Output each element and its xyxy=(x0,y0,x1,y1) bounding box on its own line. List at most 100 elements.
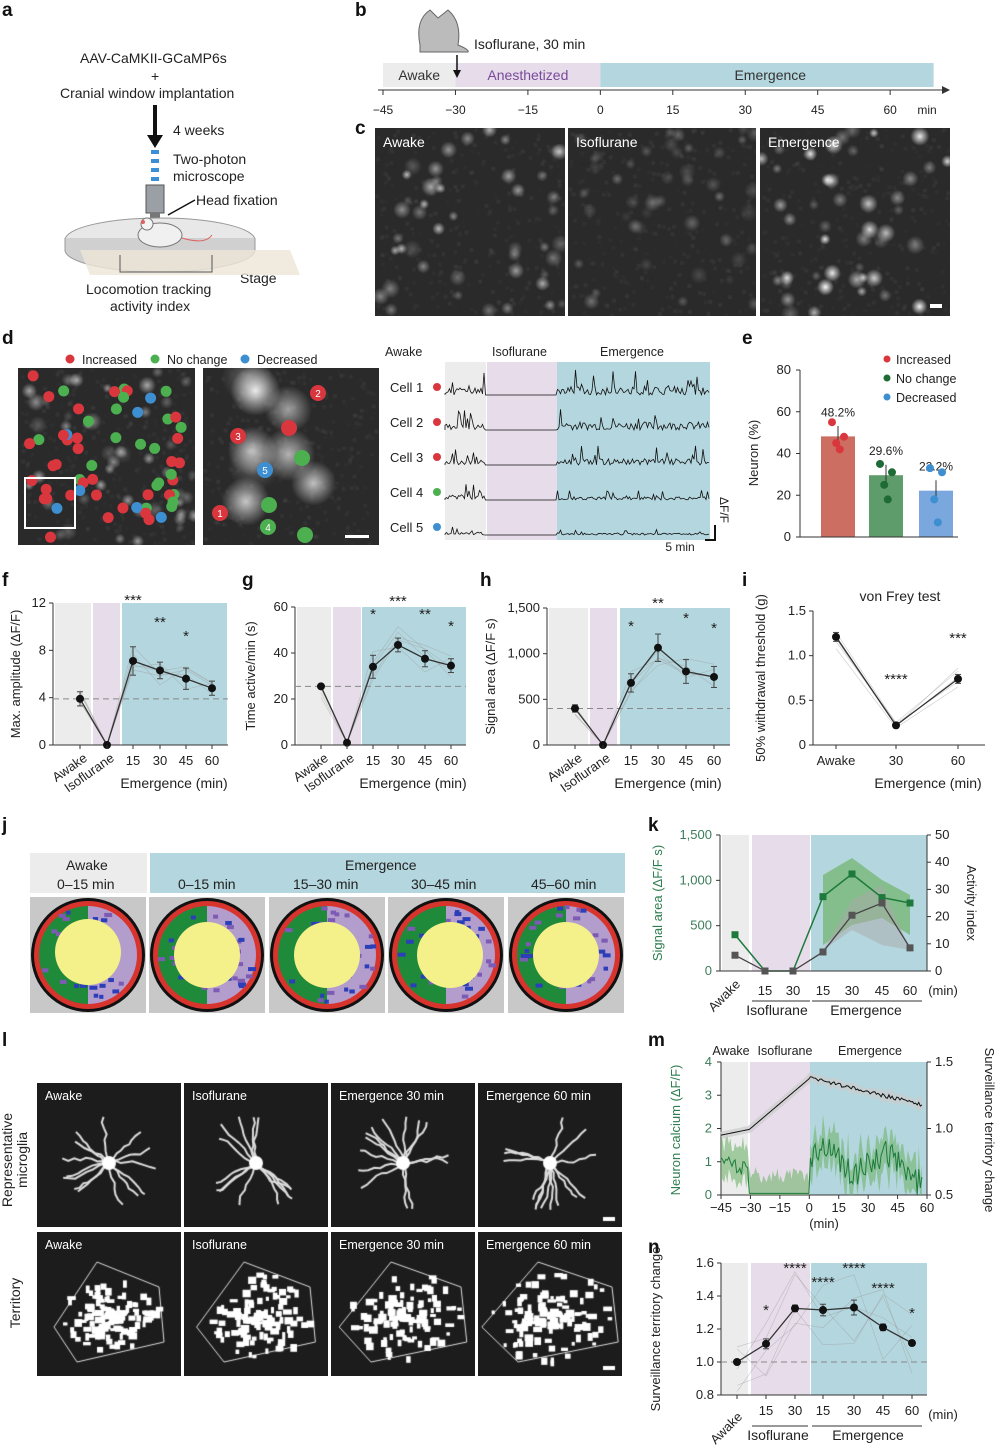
data-point xyxy=(840,432,848,441)
data-point xyxy=(76,694,84,703)
significance-stars: * xyxy=(628,618,634,635)
occupancy-pixel xyxy=(344,987,349,992)
occupancy-pixel xyxy=(445,918,451,923)
x-tick-label: 15 xyxy=(831,1200,845,1215)
trace-header-isoflurane: Isoflurane xyxy=(492,345,547,359)
individual-trace xyxy=(736,1293,913,1386)
significance-stars: *** xyxy=(389,593,407,610)
timeline-phase-anesthetized xyxy=(455,63,601,87)
data-point xyxy=(317,682,325,691)
occupancy-pixel xyxy=(112,989,120,994)
occupancy-pixel xyxy=(457,920,465,925)
fov-zoom xyxy=(203,368,379,545)
arrow-head xyxy=(147,135,163,148)
occupancy-pixel xyxy=(311,921,320,926)
y-tick-label-right: 1.5 xyxy=(935,1054,953,1069)
y-tick-label-right: 40 xyxy=(935,854,949,869)
occupancy-pixel xyxy=(99,983,106,988)
significance-stars: **** xyxy=(811,1274,835,1291)
objective-icon xyxy=(145,184,165,214)
data-point xyxy=(627,678,635,687)
individual-trace xyxy=(736,1271,913,1370)
roi-number: 2 xyxy=(315,389,321,400)
y-axis-label: Max. amplitude (ΔF/F) xyxy=(8,610,23,739)
phase-label: Isoflurane xyxy=(758,1044,813,1058)
timeline-arrow xyxy=(942,86,950,94)
occupancy-pixel xyxy=(178,975,185,980)
x-tick-label: −15 xyxy=(769,1200,791,1215)
scale-bar xyxy=(345,535,369,538)
significance-stars: * xyxy=(370,606,376,623)
roi-dot xyxy=(131,502,143,514)
cell-label: Cell 4 xyxy=(390,485,423,500)
occupancy-pixel xyxy=(324,999,329,1004)
surgery-label: Cranial window implantation xyxy=(60,85,235,101)
y-tick-label: 80 xyxy=(777,362,791,377)
x-tick-label: 30 xyxy=(847,1403,861,1418)
occupancy-pixel xyxy=(370,966,376,971)
roi-number: 5 xyxy=(262,466,268,477)
legend-dot xyxy=(883,355,891,363)
trace-bg-emergence xyxy=(557,362,710,540)
occupancy-pixel xyxy=(428,980,434,985)
y-tick-label: 4 xyxy=(705,1054,712,1069)
roi-dot xyxy=(132,406,144,418)
data-point xyxy=(879,1323,887,1332)
y-tick-label: 8 xyxy=(39,642,46,657)
roi-dot xyxy=(167,496,179,508)
micrograph-canvas xyxy=(203,368,379,545)
occupancy-pixel xyxy=(454,910,460,915)
data-point xyxy=(571,704,579,713)
x-tick-label: 15 xyxy=(759,1403,773,1418)
occupancy-pixel xyxy=(587,977,596,982)
y-tick-label: 0 xyxy=(705,963,712,978)
phase-background xyxy=(297,607,331,745)
data-point xyxy=(876,459,884,468)
occupancy-pixel xyxy=(213,988,220,993)
signal-area-point xyxy=(848,870,856,878)
occupancy-pixel xyxy=(92,917,99,922)
roi-marker xyxy=(257,462,273,478)
microglia-label: Isoflurane xyxy=(192,1238,247,1252)
occupancy-pixel xyxy=(525,942,531,947)
x-tick-label: 60 xyxy=(951,753,965,768)
laser-beam xyxy=(151,150,159,154)
roi-dot xyxy=(175,421,187,433)
data-point xyxy=(394,640,402,649)
roi-dot xyxy=(143,514,155,526)
roi-dot xyxy=(33,434,45,446)
x-tick-label: 60 xyxy=(920,1200,934,1215)
occupancy-pixel xyxy=(524,948,530,953)
occupancy-pixel xyxy=(213,914,219,919)
occupancy-pixel xyxy=(598,949,606,954)
locomotion-label-1: Locomotion tracking xyxy=(86,281,212,297)
significance-stars: ** xyxy=(652,595,664,612)
occupancy-pixel xyxy=(461,994,469,999)
roi-dot xyxy=(117,502,129,514)
data-point xyxy=(762,1339,770,1348)
activity-index-point xyxy=(761,967,769,975)
timeline-tick-label: −45 xyxy=(373,103,394,117)
y-axis-label: Time active/min (s) xyxy=(243,621,258,730)
occupancy-pixel xyxy=(485,939,492,944)
occupancy-pixel xyxy=(579,908,587,913)
cat-icon xyxy=(418,9,469,53)
scale-label-time: 5 min xyxy=(665,540,694,554)
stage-icon xyxy=(80,250,300,275)
occupancy-pixel xyxy=(555,913,563,918)
occupancy-pixel xyxy=(349,989,355,994)
occupancy-pixel xyxy=(462,917,471,922)
occupancy-pixel xyxy=(225,920,232,925)
phase-label: Awake xyxy=(712,1044,749,1058)
micrograph-label: Awake xyxy=(383,134,425,150)
roi-marker xyxy=(281,420,297,436)
occupancy-pixel xyxy=(587,979,592,984)
x-tick-label: 0 xyxy=(806,1200,813,1215)
significance-stars: *** xyxy=(124,592,142,609)
y-tick-label: 0 xyxy=(281,737,288,752)
y-tick-label: 0 xyxy=(39,737,46,752)
timeline-unit: min xyxy=(917,103,936,117)
calcium-trace xyxy=(444,445,710,466)
timeline-phase-label: Anesthetized xyxy=(487,67,568,83)
